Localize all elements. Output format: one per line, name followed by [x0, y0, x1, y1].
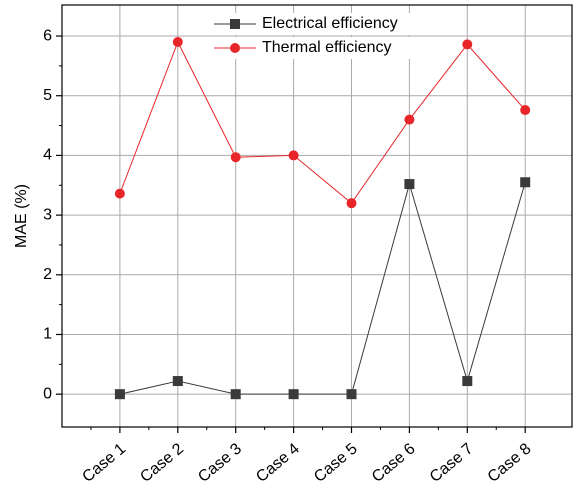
legend-marker — [230, 43, 240, 53]
point — [230, 389, 241, 400]
x-tick-label: Case 1 — [79, 440, 129, 486]
y-tick-label: 5 — [43, 87, 52, 104]
point — [288, 150, 299, 161]
legend-label: Electrical efficiency — [262, 15, 398, 32]
x-tick-label: Case 8 — [485, 440, 535, 486]
point — [520, 177, 531, 188]
y-axis-label: MAE (%) — [13, 184, 30, 248]
x-tick-label: Case 5 — [311, 440, 361, 486]
point — [462, 39, 473, 50]
y-tick-label: 1 — [43, 326, 52, 343]
point — [172, 376, 183, 387]
plot-frame — [61, 4, 573, 428]
point — [288, 389, 299, 400]
point — [404, 114, 415, 125]
point — [114, 188, 125, 199]
point — [462, 376, 473, 387]
y-tick-label: 2 — [43, 266, 52, 283]
x-tick-label: Case 2 — [137, 440, 187, 486]
point — [346, 198, 357, 209]
series-line — [119, 40, 526, 204]
x-tick-label: Case 3 — [195, 440, 245, 486]
legend-bg — [210, 13, 425, 35]
y-tick-label: 3 — [43, 206, 52, 223]
point — [404, 179, 415, 190]
series-line — [119, 182, 526, 395]
legend-label: Thermal efficiency — [262, 39, 392, 56]
x-tick-label: Case 4 — [253, 440, 303, 486]
point — [520, 105, 531, 116]
point — [114, 389, 125, 400]
y-tick-label: 4 — [43, 147, 52, 164]
x-tick-label: Case 6 — [369, 440, 419, 486]
point — [172, 37, 183, 48]
point — [346, 389, 357, 400]
x-tick-label: Case 7 — [427, 440, 477, 486]
legend-bg — [210, 37, 425, 59]
y-tick-label: 0 — [43, 385, 52, 402]
y-tick-label: 6 — [43, 27, 52, 44]
point — [230, 152, 241, 163]
legend-marker — [230, 19, 240, 29]
